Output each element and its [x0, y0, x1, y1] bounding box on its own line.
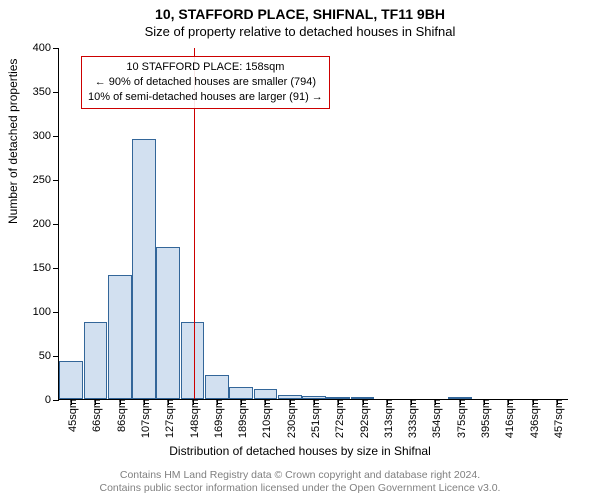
x-tick-label: 333sqm — [403, 399, 419, 438]
y-tick-label: 50 — [39, 350, 59, 362]
annotation-line: 10% of semi-detached houses are larger (… — [88, 90, 323, 105]
annotation-line: 10 STAFFORD PLACE: 158sqm — [88, 60, 323, 75]
annotation-line: ← 90% of detached houses are smaller (79… — [88, 75, 323, 90]
y-tick-label: 150 — [33, 262, 59, 274]
y-tick-label: 250 — [33, 174, 59, 186]
chart-title-sub: Size of property relative to detached ho… — [0, 24, 600, 39]
x-tick-label: 169sqm — [209, 399, 225, 438]
histogram-bar — [59, 361, 83, 399]
x-tick-label: 354sqm — [427, 399, 443, 438]
footer-attribution: Contains HM Land Registry data © Crown c… — [0, 469, 600, 496]
chart-title-main: 10, STAFFORD PLACE, SHIFNAL, TF11 9BH — [0, 6, 600, 22]
histogram-bar — [205, 375, 229, 399]
plot-area: 05010015020025030035040045sqm66sqm86sqm1… — [58, 48, 568, 400]
histogram-bar — [132, 139, 156, 399]
x-axis-label: Distribution of detached houses by size … — [0, 444, 600, 458]
x-tick-label: 416sqm — [500, 399, 516, 438]
x-tick-label: 251sqm — [306, 399, 322, 438]
y-tick-label: 300 — [33, 130, 59, 142]
x-tick-label: 107sqm — [136, 399, 152, 438]
y-tick-label: 200 — [33, 218, 59, 230]
y-tick-label: 100 — [33, 306, 59, 318]
x-tick-label: 148sqm — [185, 399, 201, 438]
footer-line-2: Contains public sector information licen… — [0, 482, 600, 496]
x-tick-label: 45sqm — [63, 399, 79, 432]
chart-container: 10, STAFFORD PLACE, SHIFNAL, TF11 9BH Si… — [0, 0, 600, 500]
y-tick-label: 400 — [33, 42, 59, 54]
histogram-bar — [156, 247, 180, 399]
x-tick-label: 313sqm — [379, 399, 395, 438]
x-tick-label: 230sqm — [282, 399, 298, 438]
y-tick-label: 0 — [45, 394, 59, 406]
x-tick-label: 395sqm — [476, 399, 492, 438]
x-tick-label: 86sqm — [112, 399, 128, 432]
x-tick-label: 375sqm — [452, 399, 468, 438]
histogram-bar — [229, 387, 253, 399]
x-tick-label: 272sqm — [330, 399, 346, 438]
footer-line-1: Contains HM Land Registry data © Crown c… — [0, 469, 600, 483]
y-axis-label: Number of detached properties — [6, 59, 20, 224]
x-tick-label: 127sqm — [160, 399, 176, 438]
x-tick-label: 210sqm — [257, 399, 273, 438]
x-tick-label: 436sqm — [525, 399, 541, 438]
x-tick-label: 457sqm — [549, 399, 565, 438]
x-tick-label: 66sqm — [87, 399, 103, 432]
histogram-bar — [108, 275, 132, 399]
y-tick-label: 350 — [33, 86, 59, 98]
histogram-bar — [254, 389, 278, 399]
annotation-box: 10 STAFFORD PLACE: 158sqm← 90% of detach… — [81, 56, 330, 109]
x-tick-label: 189sqm — [233, 399, 249, 438]
histogram-bar — [84, 322, 108, 399]
x-tick-label: 292sqm — [355, 399, 371, 438]
histogram-bar — [181, 322, 205, 399]
